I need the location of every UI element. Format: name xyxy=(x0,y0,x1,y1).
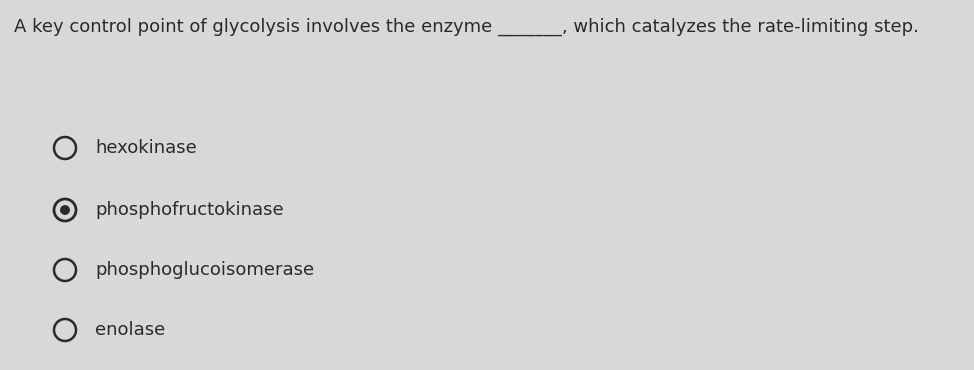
Text: hexokinase: hexokinase xyxy=(95,139,197,157)
Text: phosphoglucoisomerase: phosphoglucoisomerase xyxy=(95,261,315,279)
Text: phosphofructokinase: phosphofructokinase xyxy=(95,201,283,219)
Text: A key control point of glycolysis involves the enzyme _______, which catalyzes t: A key control point of glycolysis involv… xyxy=(14,18,918,36)
Text: enolase: enolase xyxy=(95,321,166,339)
Circle shape xyxy=(60,205,70,215)
